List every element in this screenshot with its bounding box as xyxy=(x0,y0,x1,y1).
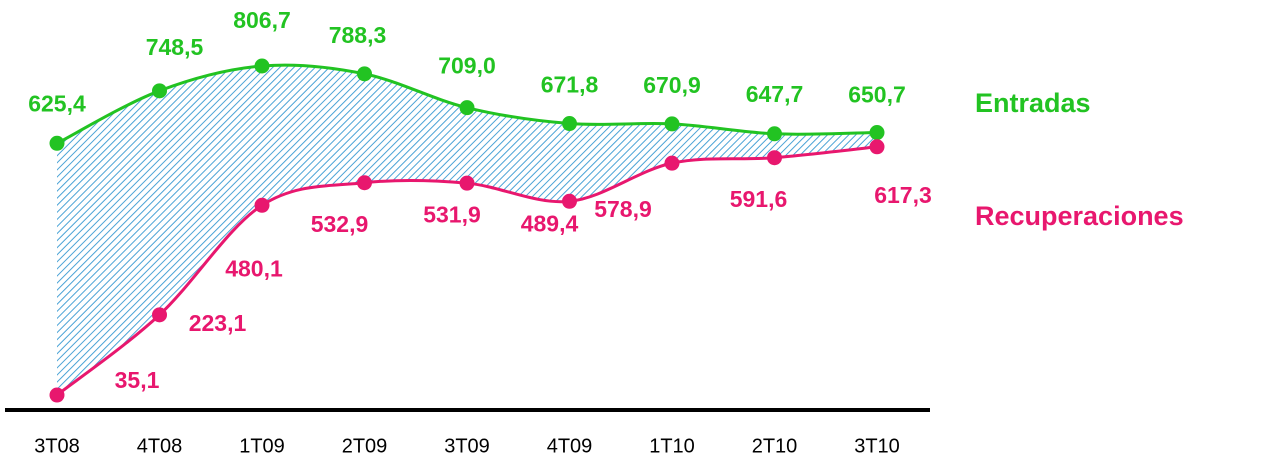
data-point xyxy=(254,197,270,213)
data-point xyxy=(357,175,372,191)
data-point xyxy=(357,66,372,82)
data-point xyxy=(664,116,680,132)
data-point xyxy=(49,387,65,403)
x-tick-label: 3T10 xyxy=(854,435,900,457)
data-point xyxy=(767,126,782,142)
data-label: 671,8 xyxy=(541,72,599,98)
data-point xyxy=(254,58,270,74)
data-label: 531,9 xyxy=(423,201,481,227)
data-point xyxy=(869,139,885,155)
data-label: 578,9 xyxy=(594,196,652,222)
x-tick-label: 4T09 xyxy=(547,435,593,457)
legend-label: Recuperaciones xyxy=(975,201,1184,231)
hatched-area xyxy=(57,65,877,396)
x-tick-label: 3T08 xyxy=(34,435,80,457)
data-label: 480,1 xyxy=(225,255,283,281)
data-point xyxy=(869,125,885,141)
data-point xyxy=(562,193,577,209)
data-label: 532,9 xyxy=(311,211,369,237)
data-label: 617,3 xyxy=(874,182,932,208)
x-tick-label: 2T09 xyxy=(342,435,388,457)
x-tick-label: 3T09 xyxy=(444,435,490,457)
x-tick-label: 1T09 xyxy=(239,435,285,457)
data-point xyxy=(767,150,782,166)
data-point xyxy=(562,116,577,132)
legend-label: Entradas xyxy=(975,88,1091,118)
data-label: 650,7 xyxy=(848,82,906,108)
x-tick-label: 4T08 xyxy=(137,435,183,457)
x-tick-label: 1T10 xyxy=(649,435,695,457)
data-point xyxy=(459,175,475,191)
data-label: 489,4 xyxy=(521,210,579,236)
data-label: 591,6 xyxy=(730,186,788,212)
x-tick-label: 2T10 xyxy=(752,435,798,457)
data-label: 788,3 xyxy=(329,22,387,48)
data-label: 806,7 xyxy=(233,7,291,33)
data-label: 223,1 xyxy=(189,310,247,336)
data-label: 709,0 xyxy=(438,53,496,79)
data-point xyxy=(49,135,65,151)
data-label: 625,4 xyxy=(28,90,86,116)
data-point xyxy=(152,307,167,323)
data-label: 748,5 xyxy=(146,34,204,60)
data-label: 647,7 xyxy=(746,81,804,107)
data-point xyxy=(152,83,167,99)
data-point xyxy=(664,155,680,171)
data-label: 35,1 xyxy=(115,367,160,393)
data-label: 670,9 xyxy=(643,72,701,98)
data-point xyxy=(459,100,475,116)
